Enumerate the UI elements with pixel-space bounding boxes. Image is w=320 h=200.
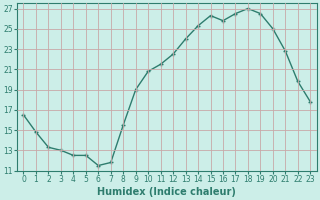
X-axis label: Humidex (Indice chaleur): Humidex (Indice chaleur) xyxy=(98,187,236,197)
